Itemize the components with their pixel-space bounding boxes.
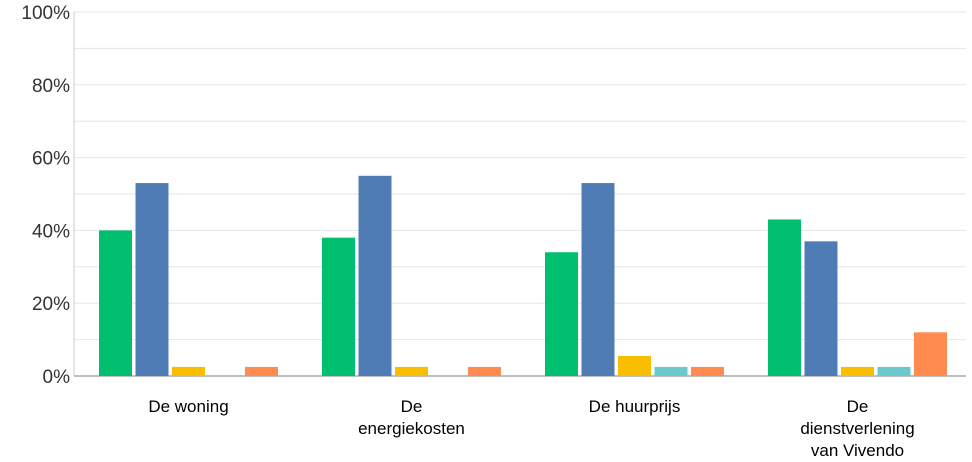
bar bbox=[654, 366, 688, 376]
y-tick-label: 20% bbox=[32, 294, 70, 315]
y-tick-label: 100% bbox=[21, 3, 70, 24]
category-label: De energiekosten bbox=[358, 397, 465, 438]
y-tick-label: 60% bbox=[32, 149, 70, 170]
y-tick-label: 0% bbox=[43, 367, 71, 388]
gridlines bbox=[74, 11, 966, 341]
bar bbox=[99, 230, 132, 376]
bar bbox=[768, 219, 801, 376]
bar bbox=[618, 355, 651, 376]
bar bbox=[841, 366, 874, 376]
category-label: De huurprijs bbox=[589, 397, 681, 416]
bar bbox=[468, 366, 501, 376]
bar bbox=[545, 252, 578, 376]
category-label: De woning bbox=[148, 397, 228, 416]
y-tick-label: 40% bbox=[32, 221, 70, 242]
bar bbox=[581, 183, 615, 376]
y-tick-label: 80% bbox=[32, 76, 70, 97]
category-label-line: dienstverlening bbox=[800, 419, 914, 438]
category-label: De dienstverlening van Vivendo bbox=[800, 397, 914, 460]
y-tick-labels: 0% 20% 40% 60% 80% 100% bbox=[21, 3, 70, 388]
category-label-line: De woning bbox=[148, 397, 228, 416]
category-labels: De woning De energiekosten De huurprijs De di… bbox=[148, 397, 914, 460]
bar bbox=[395, 366, 428, 376]
category-label-line: De bbox=[847, 397, 869, 416]
bar bbox=[322, 237, 355, 376]
bar bbox=[804, 241, 838, 376]
bar bbox=[914, 332, 947, 376]
bars bbox=[99, 175, 947, 376]
bar bbox=[877, 366, 911, 376]
bar bbox=[691, 366, 724, 376]
category-label-line: De bbox=[401, 397, 423, 416]
category-label-line: De huurprijs bbox=[589, 397, 681, 416]
bar bbox=[245, 366, 278, 376]
bar bbox=[135, 183, 169, 376]
category-label-line: van Vivendo bbox=[811, 441, 904, 460]
bar bbox=[358, 175, 392, 376]
bar bbox=[172, 366, 205, 376]
category-label-line: energiekosten bbox=[358, 419, 465, 438]
